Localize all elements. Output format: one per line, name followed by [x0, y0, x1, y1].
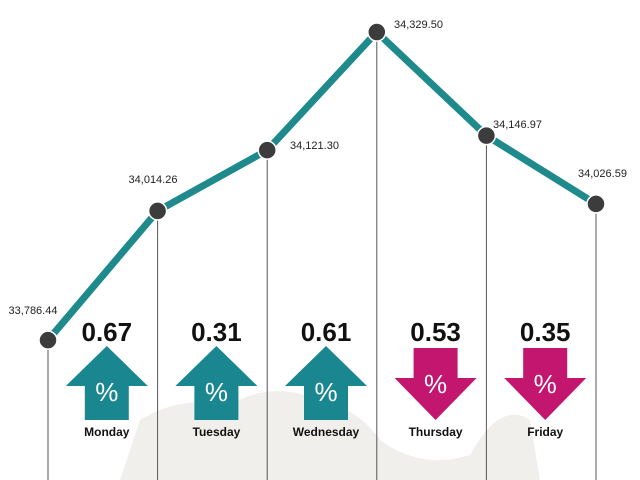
day-label: Tuesday [193, 425, 241, 439]
value-label: 34,121.30 [290, 140, 339, 152]
change-value: 0.67 [81, 317, 132, 347]
point [367, 22, 387, 42]
day-label: Thursday [409, 425, 463, 439]
percent-symbol: % [314, 377, 337, 407]
day-label: Friday [527, 425, 563, 439]
value-label: 33,786.44 [9, 305, 58, 317]
up-arrow [175, 346, 258, 420]
value-label: 34,014.26 [129, 174, 178, 186]
index-line [45, 28, 598, 343]
percent-symbol: % [95, 377, 118, 407]
value-label: 34,329.50 [394, 19, 443, 31]
change-value: 0.61 [301, 317, 352, 347]
point [476, 125, 497, 146]
point [38, 330, 58, 350]
down-arrow [394, 348, 477, 420]
down-arrow [504, 348, 587, 420]
percent-symbol: % [534, 369, 557, 399]
day-label: Wednesday [293, 425, 360, 439]
point [257, 140, 277, 160]
value-label: 34,026.59 [578, 168, 627, 180]
percent-symbol: % [205, 377, 228, 407]
point [586, 194, 606, 214]
value-label: 34,146.97 [493, 119, 542, 131]
change-value: 0.53 [410, 317, 461, 347]
up-arrow [65, 346, 148, 420]
point [147, 201, 168, 221]
change-value: 0.31 [191, 317, 242, 347]
change-value: 0.35 [520, 317, 571, 347]
day-label: Monday [84, 425, 130, 439]
up-arrow [285, 346, 367, 420]
percent-symbol: % [424, 369, 447, 399]
